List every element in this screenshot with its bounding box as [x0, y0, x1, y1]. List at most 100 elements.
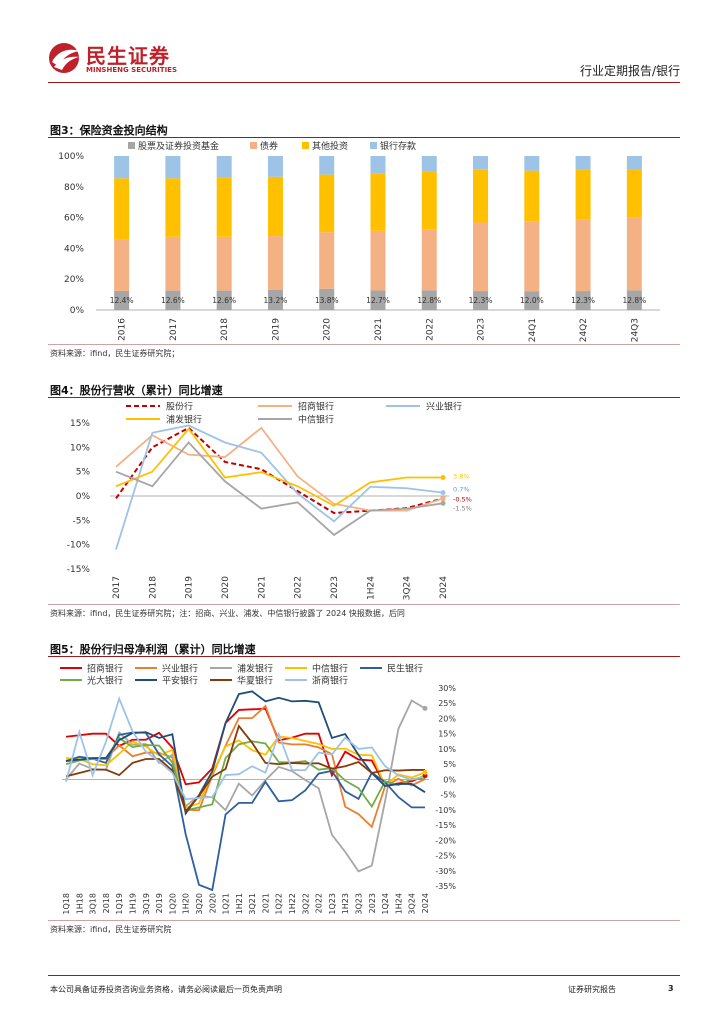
fig5-ytick: 25%	[438, 699, 456, 708]
fig5-xtick: 1H24	[394, 893, 403, 914]
fig4-end-marker-2	[440, 490, 446, 496]
fig4-legend-label-2: 兴业银行	[426, 401, 462, 413]
fig3-bar-3-0	[114, 156, 130, 179]
fig4-end-label-0: 3.8%	[453, 473, 470, 481]
fig3-xtick: 24Q3	[630, 318, 640, 342]
page-number: 3	[668, 984, 674, 993]
footer-disclaimer: 本公司具备证券投资咨询业务资格，请务必阅读最后一页免责声明	[50, 985, 282, 994]
fig3-bar-0-1	[165, 290, 181, 310]
fig4-source-rule	[48, 604, 680, 605]
fig5-xtick: 1Q20	[168, 893, 177, 915]
fig5-series-2	[65, 699, 426, 873]
fig3-data-label: 12.6%	[212, 296, 236, 305]
logo: 民生证券 MINSHENG SECURITIES	[48, 40, 188, 78]
fig5-series-5	[65, 736, 425, 812]
fig3-bar-3-9	[575, 156, 591, 170]
fig4-ytick: -10%	[67, 541, 91, 551]
fig5-end-marker-2	[422, 705, 428, 711]
fig4-legend-label-4: 中信银行	[298, 414, 334, 426]
fig3-legend-label-0: 股票及证券投资基金	[138, 140, 219, 152]
fig3-bar-0-8	[524, 291, 540, 310]
fig3-ytick: 40%	[64, 244, 84, 254]
fig3-bar-1-7	[473, 222, 489, 292]
fig4-title-rule	[48, 397, 680, 398]
fig5-legend-label-8: 浙商银行	[312, 675, 348, 687]
fig4-title: 图4：股份行营收（累计）同比增速	[50, 384, 223, 397]
fig3-bar-1-4	[319, 232, 335, 289]
fig3-bar-2-3	[267, 176, 283, 237]
fig3-data-label: 12.4%	[110, 296, 134, 305]
fig5-xtick: 1H18	[75, 893, 84, 914]
fig3-data-label: 12.0%	[520, 296, 544, 305]
fig4-xtick: 3Q24	[403, 576, 413, 601]
fig3-xtick: 2019	[271, 318, 281, 341]
fig5-end-marker-3	[422, 769, 428, 775]
fig5-xtick: 2020	[208, 893, 217, 913]
fig5-title: 图5：股份行归母净利润（累计）同比增速	[50, 643, 256, 656]
logo-emblem-icon	[49, 43, 80, 73]
fig4-xtick: 2024	[439, 576, 449, 599]
fig3-bar-0-0	[114, 290, 130, 310]
fig4-end-marker-1	[440, 495, 446, 501]
fig3-xtick: 2022	[425, 318, 435, 341]
fig5-xtick: 2024	[421, 893, 430, 913]
fig3-bar-1-2	[216, 236, 232, 291]
fig3-source-rule	[48, 344, 680, 345]
fig3-title: 图3：保险资金投向结构	[50, 124, 168, 137]
fig3-bar-2-8	[524, 170, 540, 222]
fig5-ytick: -5%	[440, 791, 456, 800]
fig3-legend-label-1: 债券	[260, 140, 278, 152]
fig4-end-label-3: -1.5%	[453, 504, 472, 512]
fig5-legend-label-5: 光大银行	[87, 675, 123, 687]
fig3-bar-0-10	[626, 290, 642, 310]
fig5-ytick: 5%	[443, 760, 456, 769]
fig5-xtick: 3Q21	[248, 893, 257, 915]
fig4-xtick: 2023	[330, 576, 340, 599]
fig3-bar-2-10	[626, 169, 642, 218]
fig3-bar-1-1	[165, 236, 181, 291]
fig3-bar-1-9	[575, 219, 591, 292]
fig5-xtick: 3Q20	[195, 893, 204, 915]
fig5-ytick: -10%	[435, 806, 456, 815]
fig3-xtick: 24Q1	[528, 318, 538, 342]
fig5-legend-label-4: 民生银行	[387, 663, 423, 675]
footer-label: 证券研究报告	[568, 985, 616, 994]
fig3-bar-0-4	[319, 288, 335, 310]
fig4-series-1	[115, 426, 444, 512]
fig5-legend-label-2: 浦发银行	[237, 663, 273, 675]
fig4-xtick: 2021	[257, 576, 267, 599]
fig3-chart: 股票及证券投资基金 债券 其他投资 银行存款 0% 20% 40% 60% 80% 100% 12.…	[58, 140, 660, 342]
fig4-ytick: 0%	[76, 492, 91, 502]
fig5-xtick: 1H23	[341, 893, 350, 914]
fig4-legend-label-0: 股份行	[166, 401, 193, 413]
fig5-legend-label-6: 平安银行	[162, 675, 198, 687]
fig5-legend-label-7: 华夏银行	[237, 675, 273, 687]
fig4-legend-label-1: 招商银行	[298, 401, 334, 413]
fig4-xtick: 2017	[112, 576, 122, 599]
logo-text-en: MINSHENG SECURITIES	[86, 66, 177, 74]
fig4-ytick: -15%	[67, 565, 91, 575]
fig3-xtick: 2020	[323, 318, 333, 341]
fig3-xtick: 2016	[118, 318, 128, 341]
fig5-series-3	[65, 735, 426, 809]
fig5-xtick: 1H20	[182, 893, 191, 914]
fig5-series-1	[65, 704, 426, 829]
fig3-data-label: 12.8%	[622, 296, 646, 305]
fig5-xtick: 3Q19	[142, 893, 151, 915]
fig5-ytick: 0%	[443, 775, 456, 784]
fig3-bar-1-0	[114, 239, 130, 291]
fig3-bar-2-2	[216, 177, 232, 237]
fig3-bar-2-7	[473, 169, 489, 223]
fig3-bar-2-5	[370, 173, 386, 231]
fig5-xtick: 1Q18	[62, 893, 71, 915]
fig3-data-label: 13.8%	[315, 296, 339, 305]
fig3-bar-3-6	[421, 156, 437, 172]
fig3-bar-2-4	[319, 174, 335, 233]
fig3-title-rule	[48, 137, 680, 138]
fig5-xtick: 2023	[368, 893, 377, 913]
fig3-legend-swatch-1	[250, 142, 257, 149]
fig5-title-rule	[48, 656, 680, 657]
fig5-legend-label-0: 招商银行	[87, 663, 123, 675]
fig3-bar-0-6	[421, 290, 437, 310]
